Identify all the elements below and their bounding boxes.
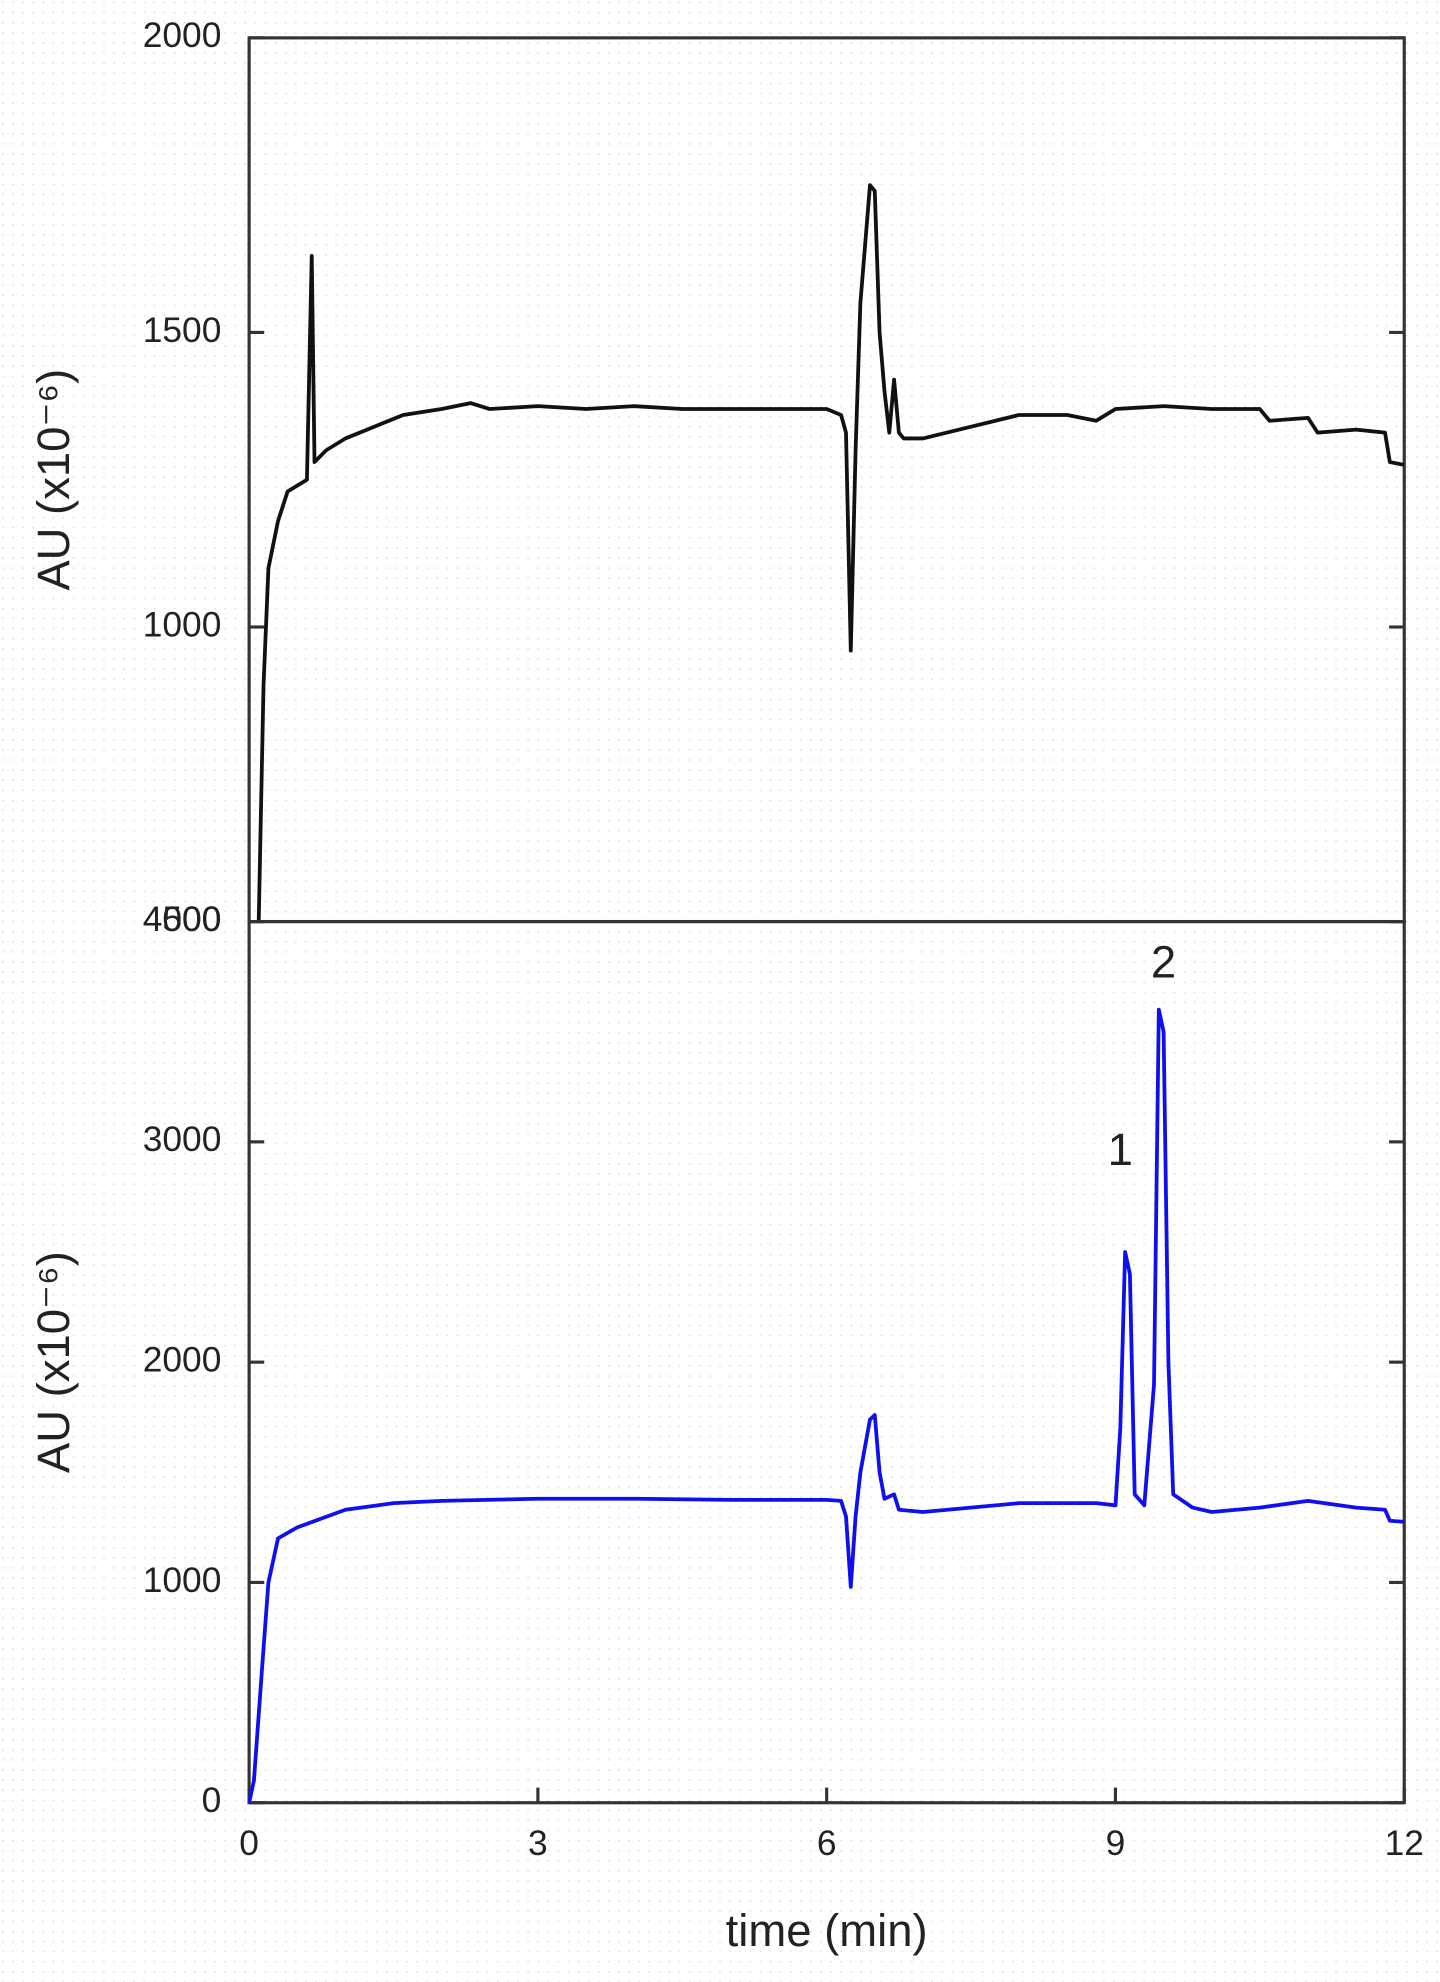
x-tick-label: 12 <box>1385 1824 1424 1863</box>
y-tick-label: 2000 <box>143 16 222 55</box>
y-tick-label: 1000 <box>143 1561 222 1600</box>
x-axis-label: time (min) <box>726 1905 928 1956</box>
y-tick-label: 500 <box>162 900 221 939</box>
peak-annotation: 2 <box>1151 937 1176 988</box>
x-tick-label: 3 <box>528 1824 548 1863</box>
peak-annotation: 1 <box>1108 1124 1133 1175</box>
y-tick-label: 4000 <box>143 900 222 939</box>
y-axis-label: AU (x10⁻⁶) <box>28 369 79 591</box>
x-tick-label: 6 <box>817 1824 837 1863</box>
y-tick-label: 1000 <box>143 605 222 644</box>
x-tick-label: 0 <box>239 1824 259 1863</box>
data-line <box>256 183 1405 922</box>
y-tick-label: 2000 <box>143 1340 222 1379</box>
y-tick-label: 0 <box>202 1781 222 1820</box>
y-axis-label: AU (x10⁻⁶) <box>28 1251 79 1473</box>
x-tick-label: 9 <box>1106 1824 1126 1863</box>
data-line <box>247 1007 1405 1804</box>
y-tick-label: 3000 <box>143 1120 222 1159</box>
y-tick-label: 1500 <box>143 311 222 350</box>
